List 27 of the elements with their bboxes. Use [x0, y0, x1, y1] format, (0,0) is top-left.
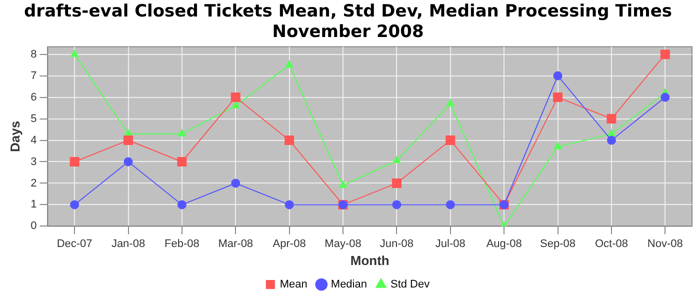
y-tick-label: 0: [30, 220, 37, 232]
x-tick-label: Oct-08: [594, 238, 628, 250]
legend-label: Mean: [280, 278, 308, 291]
x-tick-label: Sep-08: [540, 238, 576, 250]
y-tick-label: 2: [30, 177, 37, 190]
legend-label: Std Dev: [390, 278, 430, 291]
x-tick-label: Apr-08: [272, 238, 306, 250]
chart-title: drafts-eval Closed Tickets Mean, Std Dev, Median Processing Times November 2008: [24, 2, 672, 42]
x-tick-label: Mar-08: [218, 238, 254, 250]
y-tick-label: 6: [30, 91, 37, 104]
x-tick-label: Aug-08: [486, 238, 522, 250]
x-tick-label: Dec-07: [56, 238, 92, 250]
y-tick-label: 8: [30, 48, 37, 60]
x-tick-label: Feb-08: [164, 238, 200, 250]
y-tick-label: 1: [30, 198, 37, 211]
y-tick-label: 4: [30, 134, 37, 146]
legend-label: Median: [330, 278, 367, 291]
x-axis-title: Month: [350, 252, 390, 268]
x-tick-label: May-08: [324, 238, 362, 250]
y-tick-label: 3: [30, 156, 37, 168]
x-tick-label: Jul-08: [435, 238, 466, 250]
y-tick-label: 5: [30, 112, 37, 125]
x-tick-label: Nov-08: [647, 238, 683, 250]
x-tick-label: Jun-08: [380, 238, 414, 250]
x-tick-label: Jan-08: [111, 238, 146, 250]
y-tick-label: 7: [30, 70, 37, 82]
y-axis-title: Days: [7, 120, 22, 152]
